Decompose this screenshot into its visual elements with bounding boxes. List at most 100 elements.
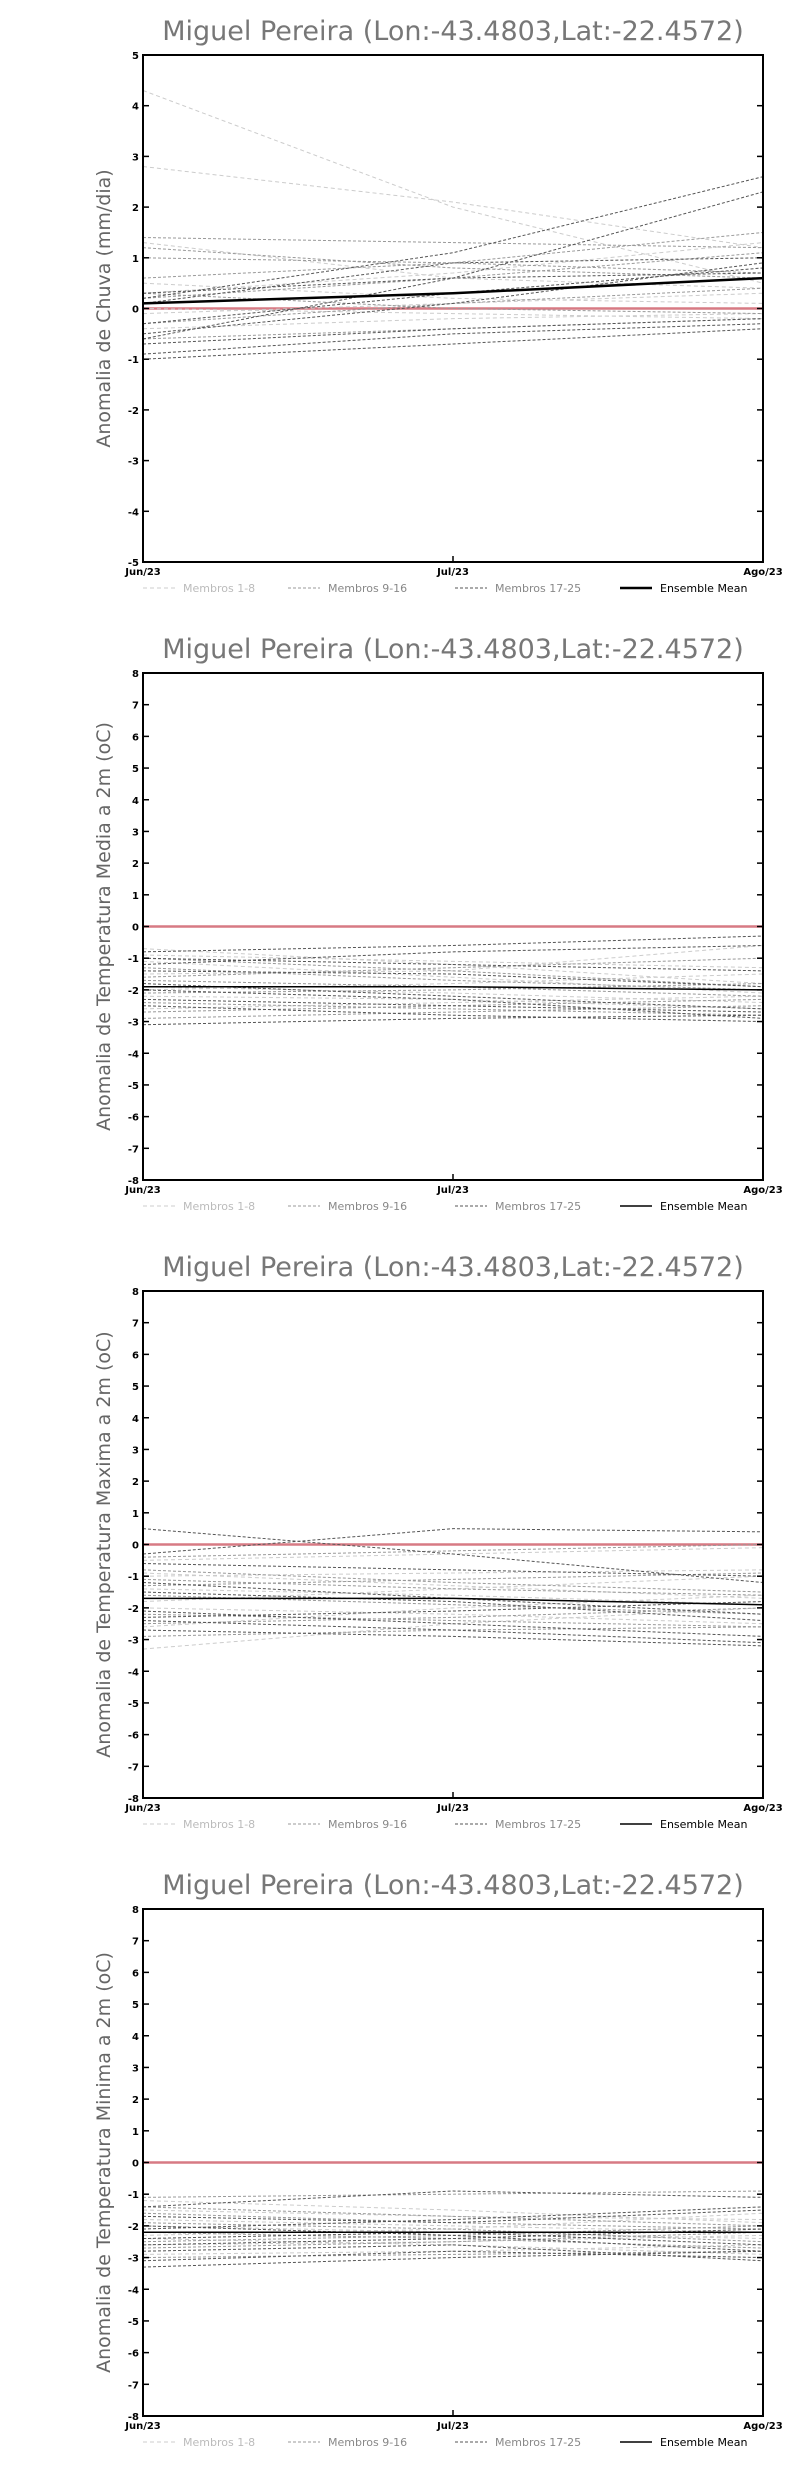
y-axis-label: Anomalia de Temperatura Media a 2m (oC)	[93, 722, 115, 1131]
y-tick-label: -8	[128, 1794, 139, 1805]
y-tick-label: -2	[128, 2222, 139, 2233]
y-tick-label: 8	[132, 669, 139, 680]
y-tick-label: 6	[132, 1350, 139, 1361]
legend-entry: Membros 17-25	[495, 1200, 581, 1213]
chart-svg: Miguel Pereira (Lon:-43.4803,Lat:-22.457…	[93, 1870, 783, 2449]
chart-title: Miguel Pereira (Lon:-43.4803,Lat:-22.457…	[162, 634, 744, 665]
series-line-members-17-25-8	[142, 2225, 764, 2252]
series-line-members-17-25-9	[142, 272, 764, 294]
legend-entry: Membros 1-8	[183, 1818, 255, 1831]
series-line-members-17-25-8	[142, 989, 764, 1019]
y-tick-label: 2	[132, 1477, 139, 1488]
series-line-members-1-8-5	[142, 960, 764, 994]
series-line-members-17-25-2	[142, 2206, 764, 2230]
y-tick-label: -3	[128, 1636, 139, 1647]
legend-entry: Ensemble Mean	[660, 582, 747, 595]
legend-entry: Membros 17-25	[495, 582, 581, 595]
y-tick-label: 1	[132, 254, 139, 265]
chart-svg: Miguel Pereira (Lon:-43.4803,Lat:-22.457…	[93, 1252, 783, 1831]
series-line-members-1-8-8	[142, 1588, 764, 1606]
series-line-ensemble-mean	[142, 276, 764, 305]
series-line-members-1-8-7	[142, 2219, 764, 2233]
series-line-members-17-25-1	[142, 1528, 764, 1584]
y-tick-label: 0	[132, 2159, 139, 2170]
y-tick-label: 8	[132, 1905, 139, 1916]
y-tick-label: -6	[128, 1731, 139, 1742]
y-tick-label: -5	[128, 1081, 139, 1092]
series-line-members-9-16-5	[142, 2250, 764, 2259]
y-tick-label: -7	[128, 2380, 139, 2391]
series-line-members-1-8-6	[142, 1572, 764, 1599]
y-tick-label: -6	[128, 1113, 139, 1124]
series-line-members-1-8-2	[142, 945, 764, 975]
y-tick-label: -5	[128, 558, 139, 569]
x-tick-label: Jun/23	[124, 567, 161, 578]
chart-panel-2: Miguel Pereira (Lon:-43.4803,Lat:-22.457…	[0, 618, 800, 1236]
y-axis-label: Anomalia de Temperatura Minima a 2m (oC)	[93, 1952, 115, 2373]
series-line-members-17-25-7	[142, 1629, 764, 1647]
y-tick-label: -5	[128, 2317, 139, 2328]
x-tick-label: Ago/23	[743, 567, 782, 578]
chart-svg: Miguel Pereira (Lon:-43.4803,Lat:-22.457…	[93, 16, 783, 595]
series-line-members-9-16-4	[142, 2231, 764, 2249]
series-line-members-17-25-4	[142, 1014, 764, 1026]
series-line-members-1-8-8	[142, 313, 764, 330]
series-line-members-17-25-7	[142, 2250, 764, 2262]
y-tick-label: 1	[132, 891, 139, 902]
series-line-members-9-16-7	[142, 1626, 764, 1637]
y-tick-label: 6	[132, 1968, 139, 1979]
chart-title: Miguel Pereira (Lon:-43.4803,Lat:-22.457…	[162, 1870, 744, 1901]
y-tick-label: 3	[132, 1445, 139, 1456]
series-line-members-1-8-2	[142, 1569, 764, 1577]
series-line-members-17-25-9	[142, 1601, 764, 1618]
y-tick-label: -6	[128, 2349, 139, 2360]
series-line-members-17-25-6	[142, 1591, 764, 1622]
series-line-members-1-8-2	[142, 166, 764, 249]
y-tick-label: -5	[128, 1699, 139, 1710]
y-tick-label: -8	[128, 2412, 139, 2423]
x-tick-label: Jun/23	[124, 1185, 161, 1196]
x-tick-label: Jul/23	[436, 1185, 469, 1196]
series-line-members-9-16-1	[142, 2190, 764, 2198]
y-tick-label: 3	[132, 2063, 139, 2074]
y-tick-label: 4	[132, 2032, 139, 2043]
y-tick-label: -4	[128, 2285, 139, 2296]
series-line-members-1-8-4	[142, 1594, 764, 1628]
series-line-members-17-25-6	[142, 323, 764, 355]
legend-entry: Membros 17-25	[495, 2436, 581, 2449]
chart-svg: Miguel Pereira (Lon:-43.4803,Lat:-22.457…	[93, 634, 783, 1213]
legend-entry: Membros 1-8	[183, 582, 255, 595]
series-line-members-17-25-4	[142, 1610, 764, 1637]
series-line-members-1-8-4	[142, 986, 764, 1004]
y-tick-label: 5	[132, 51, 139, 62]
series-line-members-17-25-3	[142, 257, 764, 304]
series-line-members-9-16-5	[142, 1607, 764, 1625]
chart-title: Miguel Pereira (Lon:-43.4803,Lat:-22.457…	[162, 16, 744, 47]
y-tick-label: 4	[132, 102, 139, 113]
series-line-members-17-25-3	[142, 2250, 764, 2268]
series-line-members-9-16-2	[142, 1578, 764, 1596]
series-line-members-9-16-1	[142, 1544, 764, 1558]
y-tick-label: 4	[132, 1414, 139, 1425]
chart-panel-3: Miguel Pereira (Lon:-43.4803,Lat:-22.457…	[0, 1236, 800, 1854]
series-line-members-17-25-5	[142, 2209, 764, 2224]
series-line-members-9-16-8	[142, 1569, 764, 1593]
series-line-members-17-25-1	[142, 2190, 764, 2208]
series-line-members-1-8-7	[142, 1607, 764, 1625]
y-tick-label: 7	[132, 701, 139, 712]
series-line-members-9-16-4	[142, 1005, 764, 1019]
y-tick-label: 7	[132, 1319, 139, 1330]
legend-entry: Membros 1-8	[183, 2436, 255, 2449]
y-tick-label: 0	[132, 305, 139, 316]
y-tick-label: -1	[128, 954, 139, 965]
series-line-members-1-8-6	[142, 995, 764, 1010]
legend-entry: Membros 9-16	[328, 1818, 407, 1831]
y-tick-label: 7	[132, 1937, 139, 1948]
series-line-members-1-8-7	[142, 954, 764, 969]
y-tick-label: -2	[128, 986, 139, 997]
series-line-members-17-25-5	[142, 983, 764, 1010]
series-line-members-17-25-9	[142, 957, 764, 972]
legend-entry: Ensemble Mean	[660, 1818, 747, 1831]
series-line-members-9-16-1	[142, 967, 764, 991]
legend-entry: Membros 9-16	[328, 1200, 407, 1213]
